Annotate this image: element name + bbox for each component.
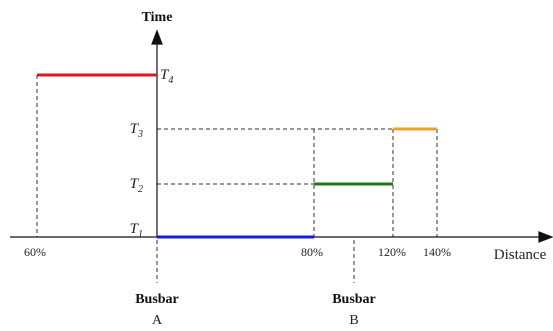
busbar-b-letter: B: [349, 313, 358, 328]
x-axis-title: Distance: [494, 247, 547, 263]
time-label-t4: T4: [160, 67, 173, 86]
busbar-b-title: Busbar: [332, 292, 376, 307]
axes: [10, 29, 553, 243]
time-label-t3: T3: [130, 121, 143, 140]
tick-80pct: 80%: [301, 245, 323, 259]
zone-segments: [37, 73, 437, 239]
time-label-t2: T2: [130, 176, 143, 195]
dashed-guides: [36, 75, 438, 283]
tick-120pct: 120%: [378, 245, 406, 259]
time-label-t1: T1: [130, 221, 143, 240]
tick-140pct: 140%: [423, 245, 451, 259]
busbar-a-title: Busbar: [135, 292, 179, 307]
y-axis-arrow-icon: [151, 29, 163, 45]
x-axis-arrow-icon: [538, 231, 553, 243]
tick-60pct: 60%: [24, 245, 46, 259]
busbar-a-letter: A: [152, 313, 163, 328]
y-axis-title: Time: [142, 10, 173, 25]
